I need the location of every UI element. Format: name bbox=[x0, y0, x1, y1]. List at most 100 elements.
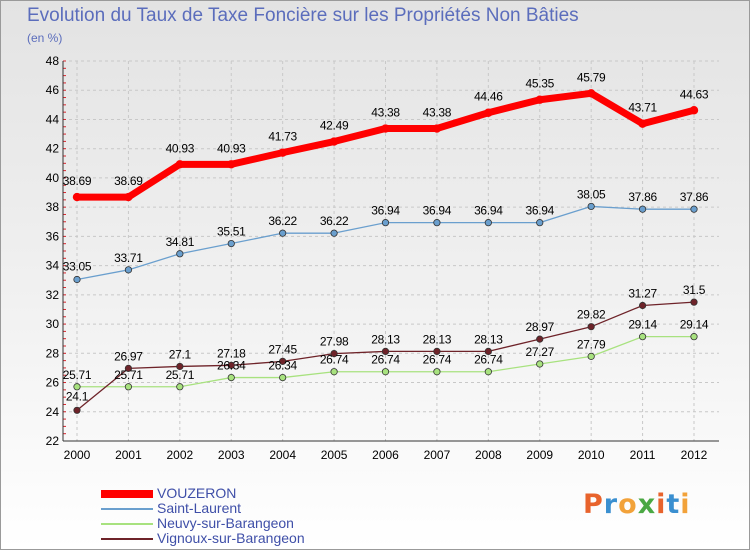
data-label: 38.69 bbox=[114, 174, 143, 188]
data-point bbox=[329, 137, 339, 146]
data-label: 26.34 bbox=[217, 359, 246, 373]
data-label: 25.71 bbox=[166, 368, 195, 382]
logo-letter: t bbox=[666, 489, 681, 520]
legend-label: Vignoux-sur-Barangeon bbox=[157, 530, 305, 546]
data-label: 43.38 bbox=[371, 106, 400, 120]
data-label: 27.18 bbox=[217, 346, 246, 360]
legend-swatch bbox=[101, 490, 153, 498]
data-label: 45.79 bbox=[577, 70, 606, 84]
data-point bbox=[432, 124, 442, 133]
data-point bbox=[381, 347, 390, 356]
y-tick-label: 34 bbox=[46, 259, 60, 273]
data-point bbox=[484, 219, 492, 227]
data-point bbox=[536, 219, 544, 227]
grid bbox=[63, 60, 719, 442]
legend-label: Neuvy-sur-Barangeon bbox=[157, 515, 294, 531]
data-label: 38.69 bbox=[63, 174, 92, 188]
logo-letter: P bbox=[583, 489, 604, 520]
data-point bbox=[587, 202, 595, 211]
data-point bbox=[227, 361, 235, 369]
x-tick-label: 2008 bbox=[475, 448, 502, 462]
x-tick-label: 2006 bbox=[372, 448, 399, 462]
logo-letter: r bbox=[603, 489, 619, 520]
data-label: 40.93 bbox=[217, 141, 246, 155]
x-tick-label: 2005 bbox=[321, 448, 348, 462]
data-point bbox=[484, 368, 492, 376]
data-label: 44.46 bbox=[474, 90, 503, 104]
y-tick-label: 22 bbox=[46, 434, 60, 448]
data-label: 35.51 bbox=[217, 225, 246, 239]
data-point bbox=[587, 352, 595, 360]
x-tick-label: 2001 bbox=[115, 448, 142, 462]
data-point bbox=[227, 160, 236, 169]
data-label: 36.94 bbox=[423, 204, 452, 218]
data-point bbox=[279, 357, 287, 365]
data-point bbox=[72, 192, 82, 202]
series-group bbox=[72, 89, 699, 414]
logo-letter: i bbox=[680, 489, 691, 520]
data-point bbox=[536, 360, 544, 368]
legend-label: VOUZERON bbox=[157, 485, 237, 501]
logo-letter: o bbox=[618, 489, 638, 520]
data-point bbox=[586, 89, 596, 98]
legend-swatch bbox=[101, 508, 153, 510]
data-point bbox=[278, 148, 287, 157]
data-point bbox=[176, 250, 184, 258]
data-point bbox=[279, 229, 287, 237]
x-tick-label: 2000 bbox=[64, 448, 91, 462]
data-point bbox=[279, 373, 287, 382]
data-label: 43.71 bbox=[628, 101, 657, 115]
data-point bbox=[690, 298, 698, 306]
data-label: 27.98 bbox=[320, 335, 349, 349]
data-point bbox=[484, 347, 492, 356]
data-label: 37.86 bbox=[628, 190, 657, 204]
x-tick-label: 2003 bbox=[218, 448, 245, 462]
y-tick-label: 32 bbox=[46, 288, 60, 302]
data-point bbox=[638, 119, 647, 128]
y-tick-label: 36 bbox=[46, 229, 60, 243]
x-tick-label: 2009 bbox=[526, 448, 553, 462]
x-tick-label: 2004 bbox=[269, 448, 296, 462]
data-point bbox=[690, 333, 698, 341]
data-label: 29.82 bbox=[577, 308, 606, 322]
data-label: 26.74 bbox=[320, 353, 349, 367]
y-tick-label: 40 bbox=[46, 171, 60, 185]
y-tick-label: 46 bbox=[46, 83, 60, 97]
data-label: 29.14 bbox=[628, 318, 657, 332]
x-tick-label: 2010 bbox=[578, 448, 605, 462]
data-label: 26.97 bbox=[114, 349, 143, 363]
data-point bbox=[73, 383, 81, 391]
data-label: 25.71 bbox=[114, 368, 143, 382]
data-point bbox=[535, 95, 544, 104]
x-tick-label: 2012 bbox=[681, 448, 708, 462]
y-tick-label: 38 bbox=[46, 200, 60, 214]
data-label: 37.86 bbox=[680, 190, 709, 204]
data-point bbox=[638, 333, 647, 341]
data-label: 41.73 bbox=[268, 130, 297, 144]
data-point bbox=[330, 349, 338, 358]
x-tick-label: 2011 bbox=[630, 448, 656, 462]
data-label: 31.5 bbox=[683, 283, 706, 297]
data-label: 24.1 bbox=[66, 389, 89, 403]
x-tick-label: 2007 bbox=[424, 448, 451, 462]
data-label: 26.74 bbox=[371, 353, 400, 367]
axes: 22 24 26 28 30 32 34 36 38 40 42 44 46 48 2000 2001 2002… bbox=[46, 54, 719, 462]
data-point bbox=[227, 373, 235, 382]
data-point bbox=[330, 229, 338, 237]
data-point bbox=[73, 406, 81, 414]
data-label: 42.49 bbox=[320, 119, 349, 133]
data-label: 28.13 bbox=[423, 332, 452, 346]
data-point bbox=[689, 106, 699, 115]
chart-unit: (en %) bbox=[27, 31, 63, 45]
data-point bbox=[381, 368, 390, 376]
data-point bbox=[330, 368, 338, 376]
data-point bbox=[124, 383, 133, 391]
data-label: 40.93 bbox=[166, 141, 195, 155]
y-tick-label: 44 bbox=[46, 112, 60, 126]
y-tick-label: 48 bbox=[46, 54, 60, 68]
data-point bbox=[176, 362, 184, 371]
data-point bbox=[175, 160, 185, 169]
y-tick-label: 26 bbox=[46, 376, 60, 390]
data-label: 27.45 bbox=[268, 342, 297, 356]
